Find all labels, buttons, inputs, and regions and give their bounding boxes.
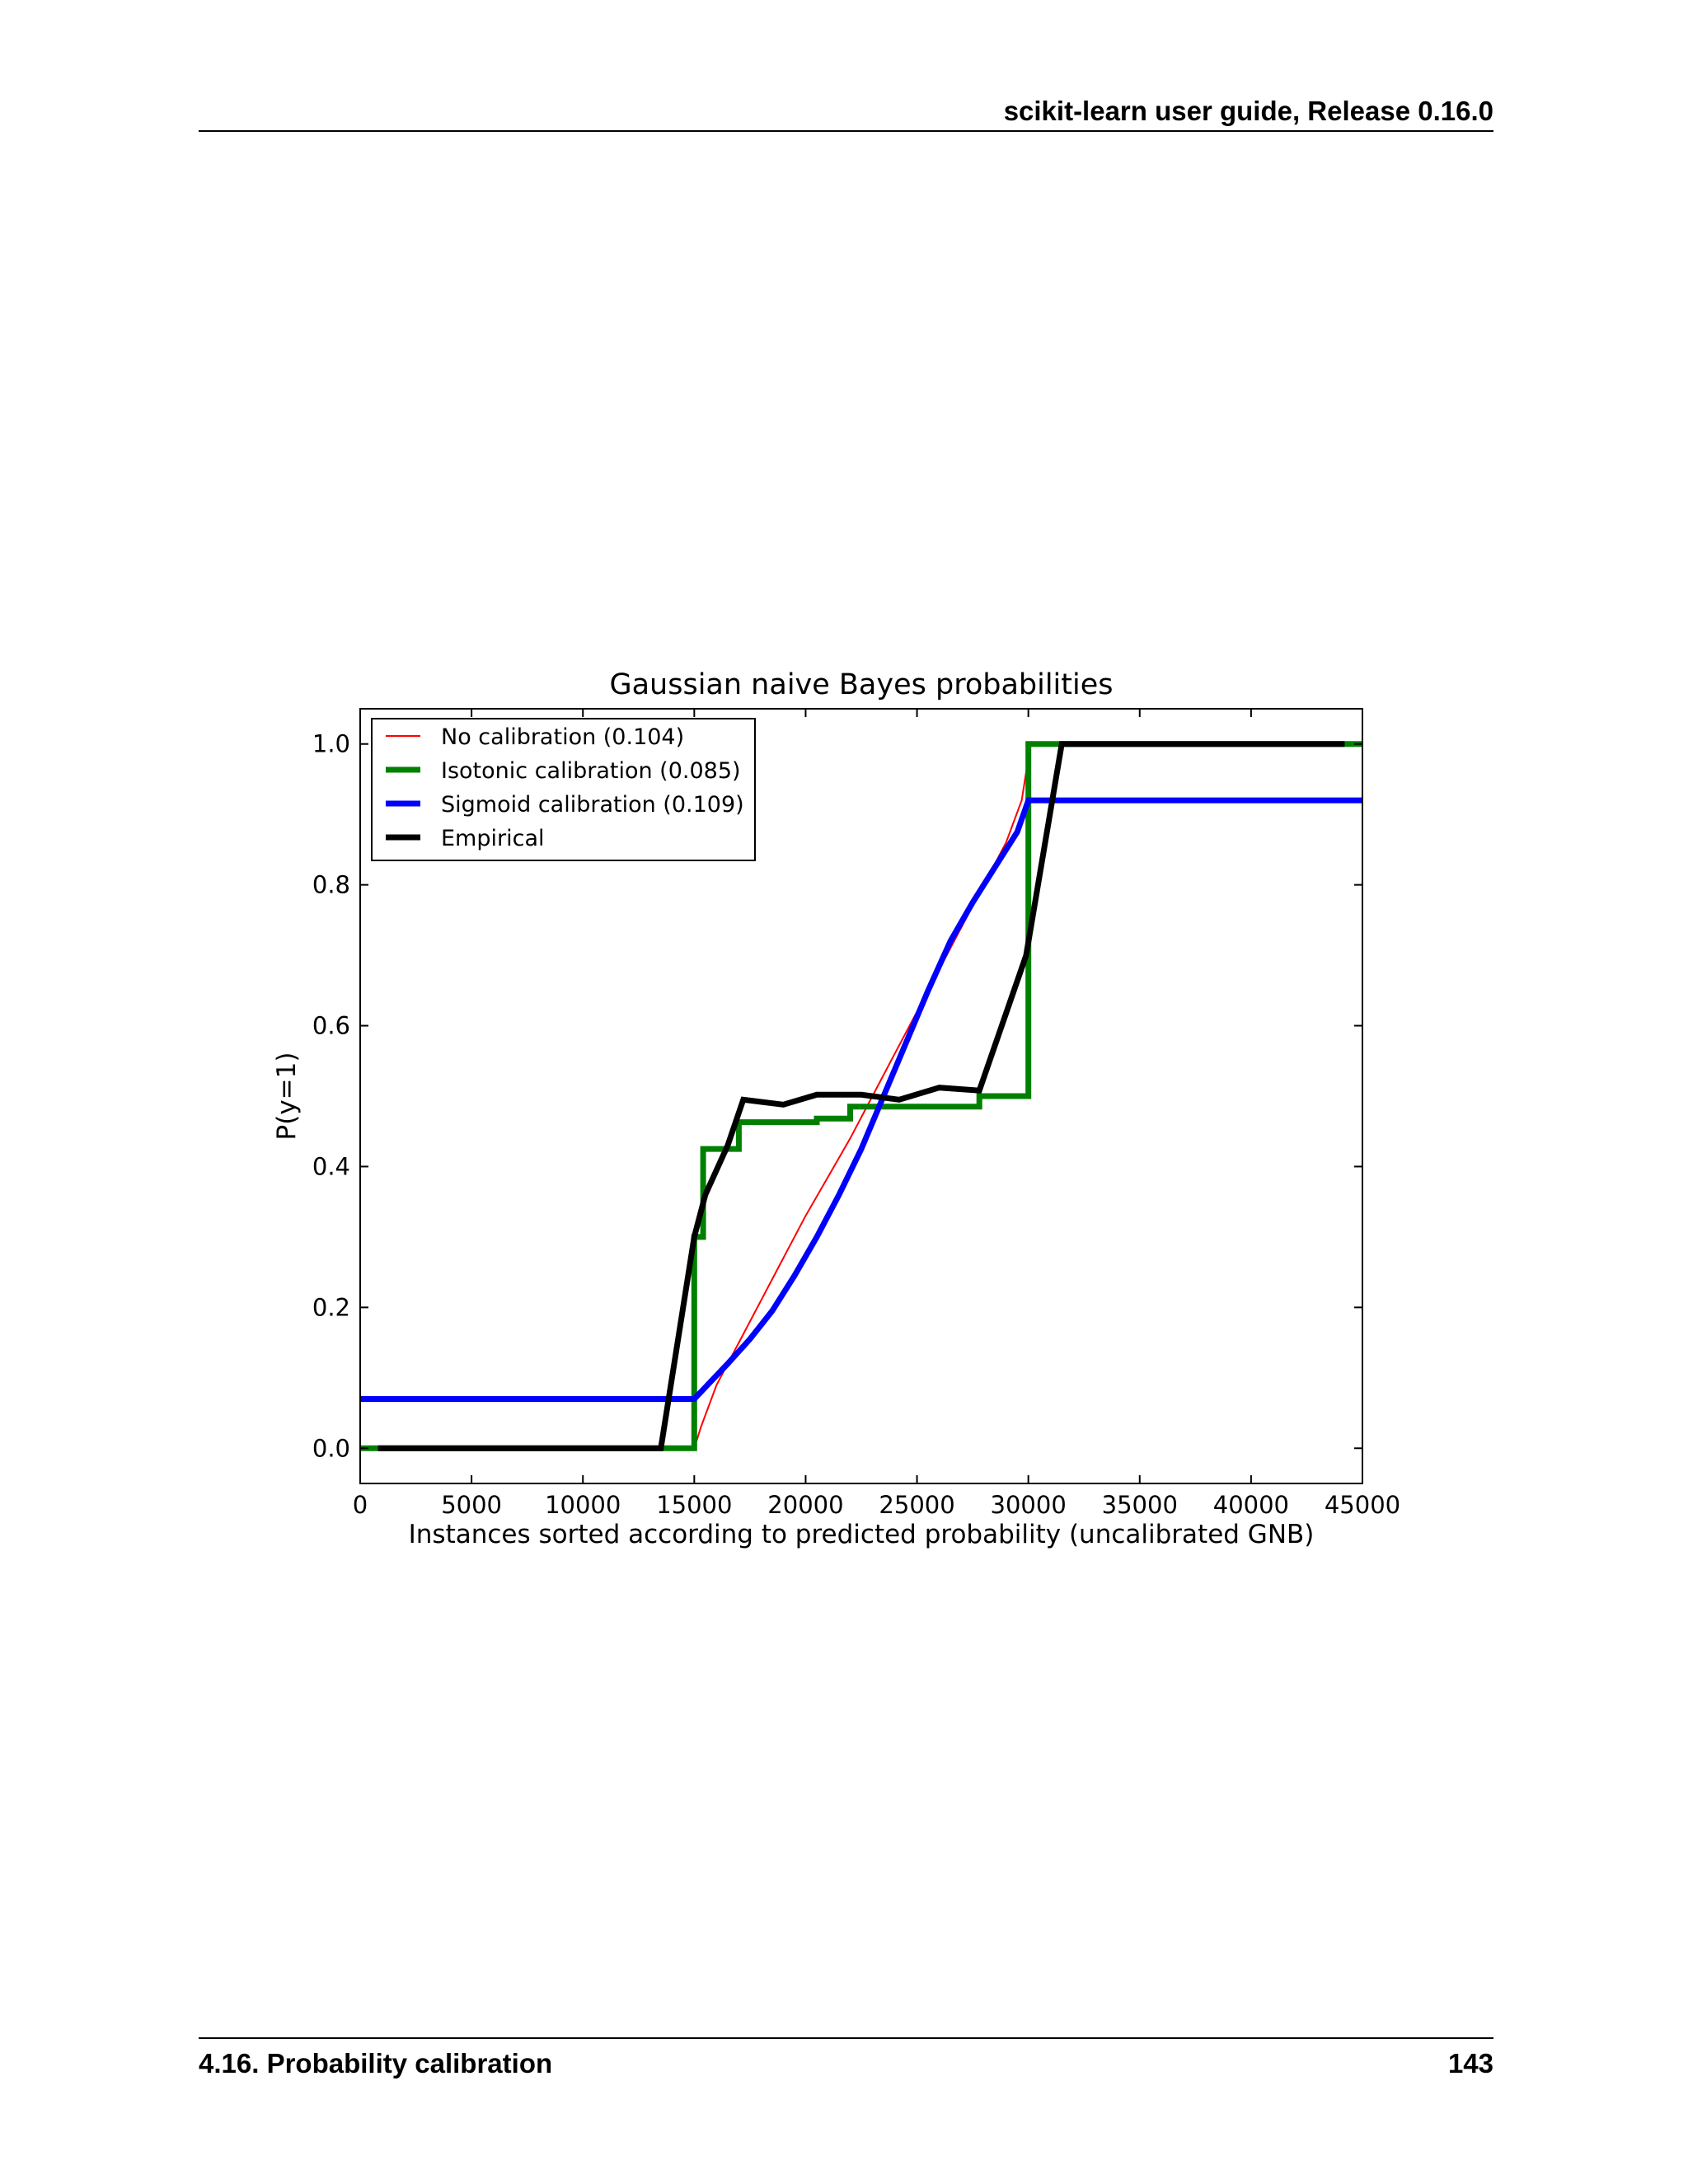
y-tick-label: 0.6 xyxy=(312,1012,350,1040)
y-tick-label: 0.2 xyxy=(312,1293,350,1321)
y-tick-label: 0.0 xyxy=(312,1434,350,1462)
x-tick-label: 0 xyxy=(353,1491,368,1519)
series-line-sigmoid-calibration xyxy=(360,797,1362,1402)
x-axis: 0 5000 10000 15000 20000 25000 30000 35000 40000… xyxy=(353,709,1400,1519)
plot-area xyxy=(360,741,1362,1451)
page-number: 143 xyxy=(1447,2048,1493,2079)
x-tick-label: 5000 xyxy=(441,1491,502,1519)
x-tick-label: 35000 xyxy=(1102,1491,1178,1519)
running-header: scikit-learn user guide, Release 0.16.0 xyxy=(1003,96,1493,126)
legend: No calibration (0.104) Isotonic calibrati… xyxy=(371,718,756,861)
x-tick-label: 20000 xyxy=(767,1491,843,1519)
legend-label: Isotonic calibration (0.085) xyxy=(441,758,741,784)
x-tick-label: 40000 xyxy=(1213,1491,1289,1519)
y-tick-label: 1.0 xyxy=(312,730,350,758)
series-line-isotonic-calibration xyxy=(360,741,1362,1451)
plot-frame xyxy=(359,708,1363,1484)
footer-rule xyxy=(199,2037,1493,2039)
calibration-chart: 0 5000 10000 15000 20000 25000 30000 35000 40000… xyxy=(272,668,1400,1549)
footer-section-title: 4.16. Probability calibration xyxy=(199,2048,553,2079)
y-axis-label: P(y=1) xyxy=(272,1052,302,1141)
legend-label: No calibration (0.104) xyxy=(441,724,684,750)
series-line-empirical xyxy=(377,741,1345,1451)
legend-label: Sigmoid calibration (0.109) xyxy=(441,792,744,818)
y-tick-label: 0.8 xyxy=(312,871,350,899)
legend-box xyxy=(371,718,756,861)
x-tick-label: 45000 xyxy=(1325,1491,1400,1519)
chart-title: Gaussian naive Bayes probabilities xyxy=(609,668,1113,701)
x-tick-label: 30000 xyxy=(991,1491,1067,1519)
x-tick-label: 10000 xyxy=(545,1491,621,1519)
x-tick-label: 15000 xyxy=(656,1491,732,1519)
x-axis-label: Instances sorted according to predicted … xyxy=(409,1520,1315,1549)
header-rule xyxy=(199,130,1493,132)
y-axis: 0.0 0.2 0.4 0.6 0.8 1.0 xyxy=(312,730,1362,1462)
y-tick-label: 0.4 xyxy=(312,1152,350,1180)
legend-label: Empirical xyxy=(441,826,545,851)
x-tick-label: 25000 xyxy=(879,1491,954,1519)
